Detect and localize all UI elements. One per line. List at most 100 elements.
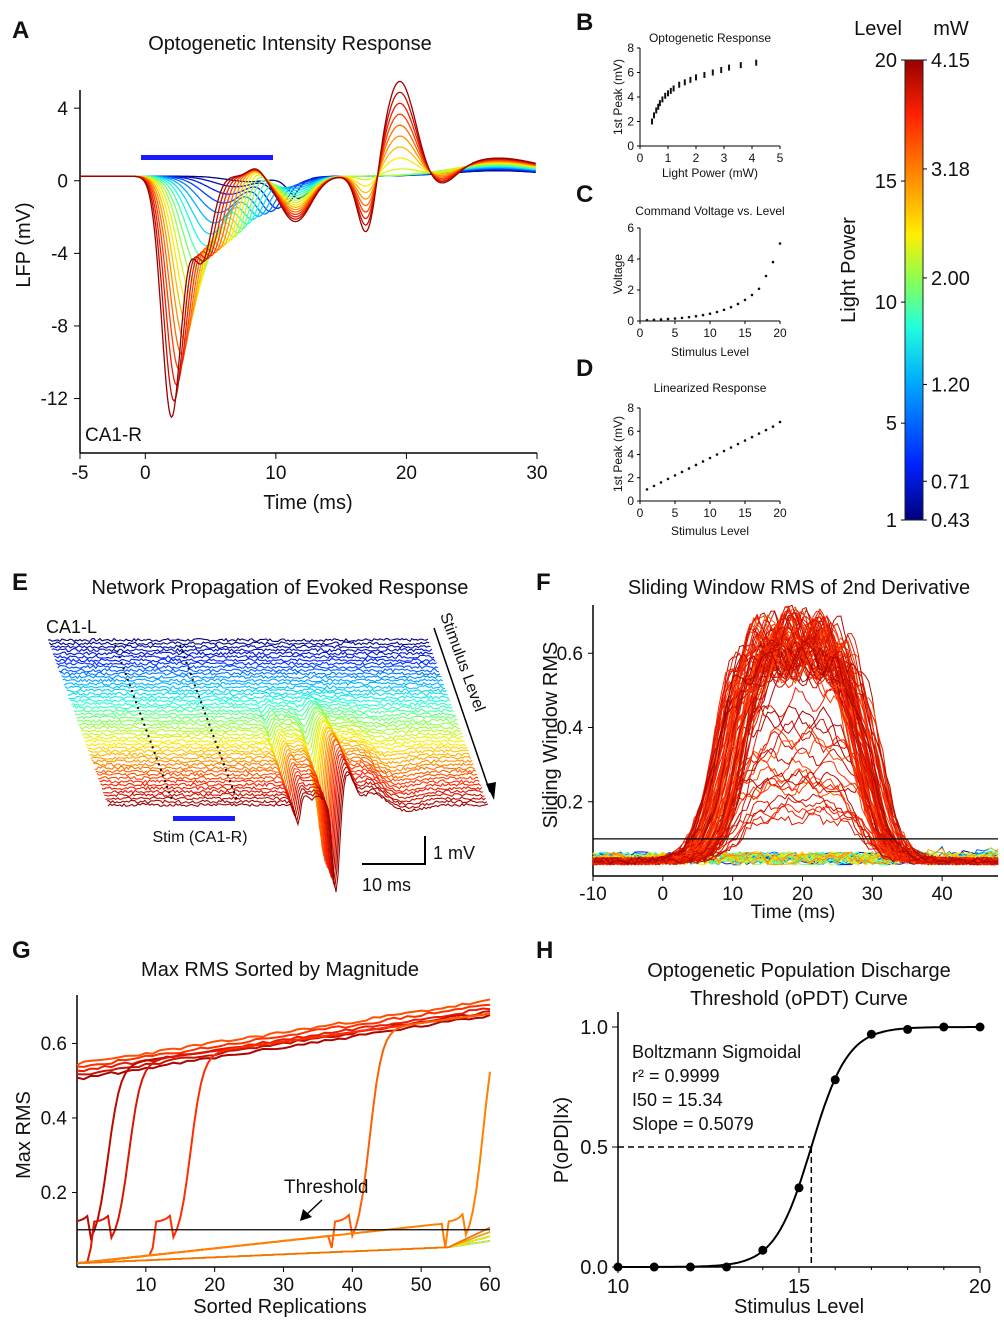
stimulus-level-arrowhead — [486, 782, 496, 800]
propagation-trace — [47, 637, 429, 643]
panel-h-xtick-label: 20 — [969, 1276, 991, 1298]
panel-a: A Optogenetic Intensity Response -5 0 10 20… — [12, 17, 548, 514]
panel-h-ytick-label: 1.0 — [580, 1017, 608, 1039]
panel-g-y-label: Max RMS — [13, 1091, 35, 1179]
propagation-trace — [72, 699, 453, 713]
panel-c-xtick-label: 5 — [672, 326, 679, 340]
panel-f-x-label: Time (ms) — [751, 902, 836, 923]
panel-d-point — [680, 470, 684, 474]
panel-e: E Network Propagation of Evoked Response… — [12, 569, 496, 895]
panel-d-point — [666, 477, 670, 481]
panel-h-xtick-label: 10 — [607, 1276, 629, 1298]
panel-a-region-label: CA1-R — [85, 425, 142, 446]
colorbar-mw-tick-label: 2.00 — [931, 268, 970, 290]
panel-e-traces — [47, 637, 489, 893]
rms-trace — [592, 730, 999, 866]
lfp-trace-level-18 — [80, 102, 536, 386]
panel-e-region-label: CA1-L — [46, 617, 97, 637]
sorted-rms-trace-low — [76, 1226, 491, 1265]
panel-f-ytick-label: 0.2 — [557, 792, 583, 813]
panel-g-ytick-label: 0.6 — [41, 1034, 67, 1055]
panel-h-xtick-label: 15 — [788, 1276, 810, 1298]
sorted-rms-trace — [76, 1071, 491, 1265]
panel-d-ytick-label: 2 — [627, 471, 634, 485]
fit-model-name: Boltzmann Sigmoidal — [632, 1042, 801, 1062]
colorbar-ticks: 20 15 10 5 1 4.15 3.18 2.00 1.20 0.71 0.43 — [875, 50, 970, 532]
colorbar-mw-tick-label: 4.15 — [931, 50, 970, 72]
panel-d-ytick-label: 0 — [627, 494, 634, 508]
panel-letter-a: A — [12, 17, 29, 44]
rms-trace — [592, 611, 999, 866]
panel-a-traces — [80, 80, 536, 419]
panel-g: G Max RMS Sorted by Magnitude 10 20 30 40 50… — [12, 937, 501, 1318]
panel-c-x-label: Stimulus Level — [671, 345, 749, 359]
propagation-trace — [75, 705, 457, 728]
panel-c-ytick-label: 2 — [627, 283, 634, 297]
panel-f-traces — [592, 604, 999, 866]
colorbar-level-header: Level — [854, 18, 902, 40]
opdt-point — [975, 1022, 985, 1032]
panel-c-point — [680, 316, 684, 320]
propagation-trace — [64, 684, 446, 690]
panel-c-point — [673, 317, 677, 320]
panel-letter-c: C — [576, 181, 593, 208]
panel-g-threshold-label: Threshold — [284, 1177, 369, 1198]
panel-letter-e: E — [12, 569, 28, 596]
panel-h-title-line2: Threshold (oPDT) Curve — [690, 988, 908, 1010]
panel-c-point — [729, 305, 733, 309]
propagation-trace — [58, 667, 440, 673]
panel-b-ticks: 0 1 2 3 4 5 0 2 4 6 8 — [627, 41, 783, 165]
sorted-rms-trace — [76, 1010, 491, 1076]
panel-h-x-label: Stimulus Level — [734, 1296, 864, 1318]
scale-bar-time: 10 ms — [362, 875, 411, 895]
opdt-point — [866, 1029, 876, 1039]
rms-trace — [592, 609, 999, 866]
propagation-trace — [48, 641, 430, 646]
propagation-trace — [57, 664, 438, 670]
panel-d-ytick-label: 8 — [627, 401, 634, 415]
opdt-point — [649, 1262, 659, 1272]
panel-h-fit — [618, 1026, 979, 1268]
rms-trace — [592, 640, 999, 865]
panel-c-points — [645, 242, 782, 322]
panel-h-title-line1: Optogenetic Population Discharge — [647, 960, 951, 982]
panel-g-title: Max RMS Sorted by Magnitude — [141, 959, 419, 981]
propagation-trace — [60, 671, 441, 676]
panel-g-xtick-label: 50 — [411, 1275, 432, 1296]
stimulus-level-arrow — [433, 627, 491, 793]
propagation-trace — [54, 657, 436, 663]
propagation-trace — [62, 678, 443, 683]
panel-a-xtick-label: 10 — [265, 463, 286, 484]
panel-c-point — [778, 242, 782, 245]
panel-f: F Sliding Window RMS of 2nd Derivative -… — [536, 569, 999, 923]
rms-trace — [592, 645, 999, 866]
rms-trace — [592, 608, 999, 866]
propagation-trace — [73, 701, 454, 717]
panel-c-point — [652, 318, 656, 322]
propagation-trace — [77, 707, 458, 735]
propagation-trace — [78, 710, 459, 740]
panel-a-xtick-label: 0 — [140, 463, 151, 484]
panel-g-x-label: Sorted Replications — [193, 1296, 366, 1318]
colorbar-mw-tick-label: 1.20 — [931, 374, 970, 396]
panel-b-xtick-label: 4 — [749, 151, 756, 165]
panel-d-points — [645, 420, 782, 491]
panel-f-xtick-label: -10 — [579, 884, 606, 905]
lfp-trace-level-14 — [80, 146, 536, 326]
colorbar-level-tick-label: 20 — [875, 50, 897, 72]
panel-c-point — [715, 310, 719, 314]
panel-d-title: Linearized Response — [654, 381, 767, 395]
lfp-trace-level-20 — [80, 80, 536, 419]
panel-b-y-label: 1st Peak (mV) — [611, 59, 625, 135]
panel-c-point — [708, 312, 712, 316]
rms-trace — [592, 766, 999, 866]
panel-c-xtick-label: 0 — [637, 326, 644, 340]
panel-d-point — [645, 488, 649, 491]
panel-b-xtick-label: 2 — [693, 151, 700, 165]
panel-c-point — [659, 318, 663, 321]
panel-g-xtick-label: 20 — [204, 1275, 225, 1296]
propagation-trace — [50, 644, 431, 649]
stim-bar — [141, 155, 273, 160]
